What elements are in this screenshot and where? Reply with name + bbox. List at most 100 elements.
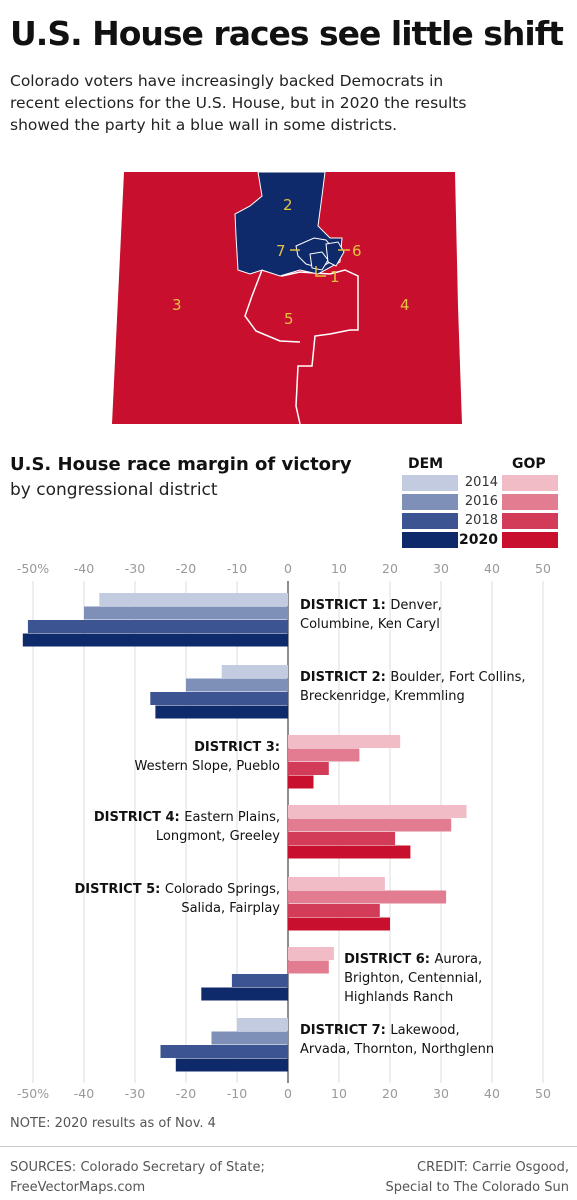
subtitle-line: recent elections for the U.S. House, but… — [10, 94, 467, 112]
page-subtitle: Colorado voters have increasingly backed… — [10, 70, 570, 136]
legend-swatch-dem-2014 — [402, 475, 458, 491]
map-label-district-2: 2 — [283, 196, 293, 214]
legend-year-2018: 2018 — [464, 513, 498, 528]
legend-swatch-gop-2014 — [502, 475, 558, 491]
page-title: U.S. House races see little shift — [10, 14, 564, 53]
district-label-line: DISTRICT 1: Denver, — [300, 598, 442, 613]
legend-year-2014: 2014 — [464, 475, 498, 490]
district-name: DISTRICT 4: — [94, 810, 184, 825]
credit: CREDIT: Carrie Osgood, Special to The Co… — [386, 1158, 569, 1198]
x-tick-label-top: -30 — [125, 561, 145, 576]
map-label-district-7: 7 — [276, 242, 286, 260]
bar-1-2020 — [22, 633, 289, 647]
bar-2-2016 — [186, 678, 288, 692]
x-tick-label-bottom: -20 — [176, 1086, 196, 1101]
district-desc: Boulder, Fort Collins, — [390, 670, 525, 685]
bar-4-2018 — [288, 832, 396, 845]
district-desc: Denver, — [390, 598, 441, 613]
district-desc: Lakewood, — [390, 1023, 459, 1038]
x-tick-label-top: 0 — [284, 561, 292, 576]
sources-line: FreeVectorMaps.com — [10, 1180, 146, 1195]
subtitle-line: showed the party hit a blue wall in some… — [10, 116, 398, 134]
district-label-line: Breckenridge, Kremmling — [300, 689, 465, 704]
legend-swatch-dem-2018 — [402, 513, 458, 529]
district-name: DISTRICT 7: — [300, 1023, 390, 1038]
bar-3-2020 — [288, 775, 314, 789]
x-tick-label-top: 40 — [484, 561, 500, 576]
legend-year-2016: 2016 — [464, 494, 498, 509]
district-label-line: DISTRICT 2: Boulder, Fort Collins, — [300, 670, 526, 685]
x-tick-label-top: -20 — [176, 561, 196, 576]
x-tick-label-top: 50 — [535, 561, 551, 576]
x-tick-label-top: -10 — [227, 561, 247, 576]
chart-note: NOTE: 2020 results as of Nov. 4 — [10, 1116, 216, 1131]
bar-6-2018 — [231, 974, 288, 987]
x-tick-label-top: 10 — [331, 561, 347, 576]
bar-7-2016 — [211, 1031, 288, 1045]
sources: SOURCES: Colorado Secretary of State; Fr… — [10, 1158, 265, 1198]
district-desc: Eastern Plains, — [184, 810, 280, 825]
district-label-line: Arvada, Thornton, Northglenn — [300, 1042, 494, 1057]
x-tick-label-bottom: -10 — [227, 1086, 247, 1101]
bar-6-2014 — [288, 947, 334, 960]
credit-line: Special to The Colorado Sun — [385, 1180, 569, 1195]
map-label-district-1: 1 — [330, 268, 340, 286]
bar-4-2016 — [288, 818, 452, 832]
colorado-district-map: 2 7 6 1 3 5 4 — [112, 171, 462, 425]
bar-3-2014 — [288, 735, 401, 748]
district-desc: Colorado Springs, — [165, 882, 280, 897]
district-name: DISTRICT 6: — [344, 952, 434, 967]
x-tick-label-bottom: -40 — [74, 1086, 94, 1101]
bar-1-2018 — [27, 620, 289, 633]
legend-swatch-gop-2016 — [502, 494, 558, 510]
subtitle-line: Colorado voters have increasingly backed… — [10, 72, 444, 90]
x-tick-label-bottom: -30 — [125, 1086, 145, 1101]
bar-6-2016 — [288, 960, 329, 974]
map-label-district-3: 3 — [172, 296, 182, 314]
credit-line: CREDIT: Carrie Osgood, — [417, 1160, 569, 1175]
bar-2-2018 — [150, 692, 288, 705]
footer-divider — [0, 1146, 577, 1147]
district-label-line: DISTRICT 4: Eastern Plains, — [94, 810, 280, 825]
district-label-line: DISTRICT 6: Aurora, — [344, 952, 482, 967]
district-6-area — [325, 241, 345, 267]
legend-swatch-gop-2018 — [502, 513, 558, 529]
district-label-line: DISTRICT 7: Lakewood, — [300, 1023, 460, 1038]
leader-line-1 — [315, 266, 326, 277]
x-tick-label-bottom: 30 — [433, 1086, 449, 1101]
district-name: DISTRICT 1: — [300, 598, 390, 613]
x-tick-label-bottom: 0 — [284, 1086, 292, 1101]
x-tick-label-bottom: -50% — [17, 1086, 49, 1101]
x-tick-label-bottom: 50 — [535, 1086, 551, 1101]
bar-6-2020 — [201, 987, 288, 1001]
bar-7-2014 — [237, 1018, 288, 1031]
bar-7-2020 — [175, 1058, 288, 1072]
bar-2-2020 — [155, 705, 288, 719]
margin-bar-chart: -50% -50% -40 -40 -30 -30 -20 -20 -10 -10 0 0 10 10 20… — [17, 561, 551, 1101]
x-tick-label-top: 30 — [433, 561, 449, 576]
district-label-line: DISTRICT 3: — [194, 740, 280, 755]
x-tick-label-bottom: 10 — [331, 1086, 347, 1101]
bar-5-2020 — [288, 917, 390, 931]
bar-3-2016 — [288, 748, 360, 762]
legend-swatch-dem-2016 — [402, 494, 458, 510]
bar-1-2016 — [84, 606, 288, 620]
district-label-line: Longmont, Greeley — [156, 829, 280, 844]
x-tick-label-top: -40 — [74, 561, 94, 576]
district-name: DISTRICT 3: — [194, 740, 280, 755]
bar-4-2014 — [288, 805, 467, 818]
district-label-line: Salida, Fairplay — [181, 901, 280, 916]
x-tick-label-bottom: 40 — [484, 1086, 500, 1101]
chart-subtitle: by congressional district — [10, 480, 218, 500]
legend-year-2020: 2020 — [459, 532, 498, 548]
map-label-district-6: 6 — [352, 242, 362, 260]
district-label-line: Western Slope, Pueblo — [135, 759, 280, 774]
district-name: DISTRICT 5: — [74, 882, 164, 897]
x-tick-label-bottom: 20 — [382, 1086, 398, 1101]
district-label-line: Brighton, Centennial, — [344, 971, 482, 986]
bar-4-2020 — [288, 845, 411, 859]
bar-5-2016 — [288, 890, 447, 904]
map-label-district-5: 5 — [284, 310, 294, 328]
legend-swatch-gop-2020 — [502, 532, 558, 548]
district-label-line: Columbine, Ken Caryl — [300, 617, 440, 632]
